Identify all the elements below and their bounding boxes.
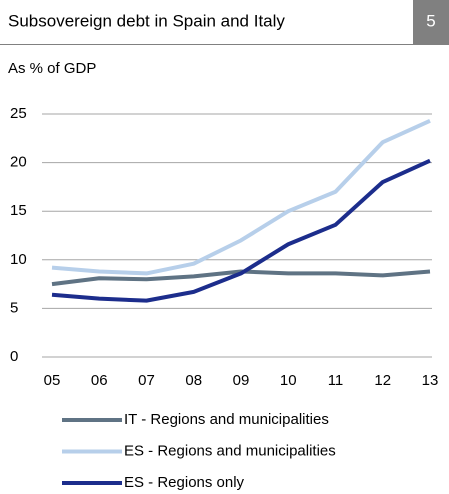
legend-label: ES - Regions and municipalities: [124, 442, 336, 459]
x-tick-label: 13: [422, 372, 439, 389]
series-line: [51, 118, 431, 276]
x-tick-label: 05: [44, 372, 61, 389]
x-tick-label: 06: [91, 372, 108, 389]
x-tick-label: 11: [328, 372, 344, 389]
y-tick-label: 10: [10, 251, 27, 268]
y-tick-label: 0: [10, 348, 18, 365]
x-tick-label: 12: [374, 372, 391, 389]
chart-subtitle: As % of GDP: [8, 60, 96, 77]
y-tick-label: 25: [10, 105, 27, 122]
y-tick-label: 20: [10, 154, 27, 171]
badge-box: [413, 0, 449, 44]
legend-label: ES - Regions only: [124, 474, 245, 491]
x-tick-label: 10: [280, 372, 297, 389]
chart-title: Subsovereign debt in Spain and Italy: [8, 11, 285, 30]
badge: 5: [426, 11, 435, 30]
legend-label: IT - Regions and municipalities: [124, 411, 329, 428]
x-tick-label: 07: [138, 372, 155, 389]
y-tick-label: 15: [10, 202, 27, 219]
series-line: [51, 158, 431, 303]
y-tick-label: 5: [10, 299, 18, 316]
x-tick-label: 09: [233, 372, 250, 389]
x-tick-label: 08: [185, 372, 202, 389]
